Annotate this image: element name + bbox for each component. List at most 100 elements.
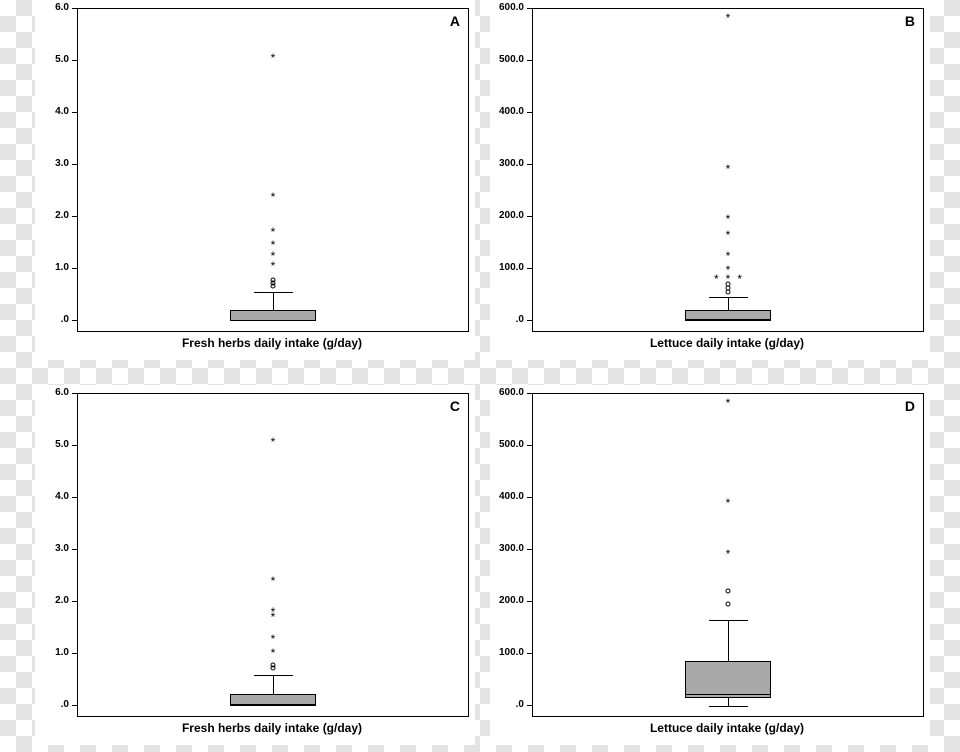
outlier-star: * xyxy=(271,575,276,587)
ytick-label: 5.0 xyxy=(35,439,69,450)
ytick-label: 1.0 xyxy=(35,262,69,273)
panel-A: A******.01.02.03.04.05.06.0Fresh herbs d… xyxy=(35,0,475,360)
outlier-circle xyxy=(726,602,731,607)
ytick-label: 600.0 xyxy=(490,387,524,398)
ytick-label: 200.0 xyxy=(490,595,524,606)
whisker-cap-upper-A xyxy=(254,292,293,293)
ytick-label: 100.0 xyxy=(490,647,524,658)
ytick-mark xyxy=(72,216,77,217)
ytick-mark xyxy=(527,445,532,446)
ytick-mark xyxy=(527,112,532,113)
ytick-label: 400.0 xyxy=(490,106,524,117)
whisker-cap-lower-D xyxy=(709,706,748,707)
box-rect-D xyxy=(685,661,771,697)
whisker-upper-A xyxy=(273,292,274,310)
xlabel-D: Lettuce daily intake (g/day) xyxy=(532,721,922,735)
plot-area-C: C****** xyxy=(77,393,469,717)
outlier-star: * xyxy=(726,548,731,560)
whisker-upper-B xyxy=(728,297,729,310)
ytick-mark xyxy=(527,320,532,321)
whisker-cap-upper-B xyxy=(709,297,748,298)
ytick-mark xyxy=(72,320,77,321)
outlier-star: * xyxy=(271,633,276,645)
ytick-mark xyxy=(72,549,77,550)
panel-letter-C: C xyxy=(450,398,460,414)
ytick-mark xyxy=(527,164,532,165)
ytick-mark xyxy=(527,60,532,61)
ytick-mark xyxy=(527,705,532,706)
ytick-label: 600.0 xyxy=(490,2,524,13)
ytick-mark xyxy=(72,268,77,269)
plot-area-D: D * * * xyxy=(532,393,924,717)
plot-area-A: A****** xyxy=(77,8,469,332)
ytick-mark xyxy=(527,393,532,394)
ytick-label: 3.0 xyxy=(35,158,69,169)
panel-letter-A: A xyxy=(450,13,460,29)
ytick-mark xyxy=(527,601,532,602)
ytick-mark xyxy=(527,268,532,269)
ytick-label: 3.0 xyxy=(35,543,69,554)
ytick-label: .0 xyxy=(35,314,69,325)
outlier-star: * xyxy=(714,273,719,285)
outlier-star: * xyxy=(271,239,276,251)
outlier-star: * xyxy=(271,191,276,203)
outlier-star: * xyxy=(726,229,731,241)
ytick-mark xyxy=(72,112,77,113)
ytick-label: .0 xyxy=(35,699,69,710)
outlier-star: * xyxy=(271,226,276,238)
ytick-mark xyxy=(527,8,532,9)
ytick-mark xyxy=(527,653,532,654)
outlier-star: * xyxy=(726,213,731,225)
outlier-star: * xyxy=(726,497,731,509)
ytick-mark xyxy=(72,445,77,446)
outlier-star: * xyxy=(726,264,731,276)
ytick-label: 6.0 xyxy=(35,2,69,13)
median-line-C xyxy=(230,704,316,705)
panel-D: D***.0100.0200.0300.0400.0500.0600.0Lett… xyxy=(490,385,930,745)
ytick-mark xyxy=(527,549,532,550)
ytick-label: 2.0 xyxy=(35,210,69,221)
ytick-mark xyxy=(72,601,77,602)
whisker-lower-D xyxy=(728,698,729,706)
ytick-label: 2.0 xyxy=(35,595,69,606)
ytick-label: 5.0 xyxy=(35,54,69,65)
ytick-label: 200.0 xyxy=(490,210,524,221)
outlier-star: * xyxy=(726,397,731,409)
outlier-star: * xyxy=(726,12,731,24)
outlier-circle xyxy=(271,278,276,283)
ytick-label: 300.0 xyxy=(490,158,524,169)
outlier-star: * xyxy=(726,250,731,262)
ytick-label: 500.0 xyxy=(490,54,524,65)
outlier-star: * xyxy=(271,436,276,448)
whisker-upper-C xyxy=(273,675,274,694)
outlier-circle xyxy=(271,663,276,668)
ytick-label: 4.0 xyxy=(35,491,69,502)
panel-letter-D: D xyxy=(905,398,915,414)
whisker-cap-upper-C xyxy=(254,675,293,676)
figure-container: A******.01.02.03.04.05.06.0Fresh herbs d… xyxy=(0,0,960,752)
panel-letter-B: B xyxy=(905,13,915,29)
whisker-upper-D xyxy=(728,620,729,662)
ytick-label: 400.0 xyxy=(490,491,524,502)
ytick-mark xyxy=(72,164,77,165)
ytick-mark xyxy=(72,8,77,9)
ytick-mark xyxy=(72,60,77,61)
panel-C: C******.01.02.03.04.05.06.0Fresh herbs d… xyxy=(35,385,475,745)
ytick-label: 4.0 xyxy=(35,106,69,117)
ytick-label: 100.0 xyxy=(490,262,524,273)
outlier-star: * xyxy=(271,606,276,618)
ytick-label: 300.0 xyxy=(490,543,524,554)
panel-B: B*********.0100.0200.0300.0400.0500.0600… xyxy=(490,0,930,360)
outlier-circle xyxy=(726,589,731,594)
ytick-label: .0 xyxy=(490,314,524,325)
ytick-mark xyxy=(72,497,77,498)
ytick-mark xyxy=(72,653,77,654)
outlier-star: * xyxy=(271,647,276,659)
median-line-A xyxy=(230,320,316,321)
whisker-cap-upper-D xyxy=(709,620,748,621)
ytick-mark xyxy=(72,393,77,394)
ytick-mark xyxy=(527,216,532,217)
outlier-star: * xyxy=(726,163,731,175)
ytick-label: .0 xyxy=(490,699,524,710)
xlabel-B: Lettuce daily intake (g/day) xyxy=(532,336,922,350)
